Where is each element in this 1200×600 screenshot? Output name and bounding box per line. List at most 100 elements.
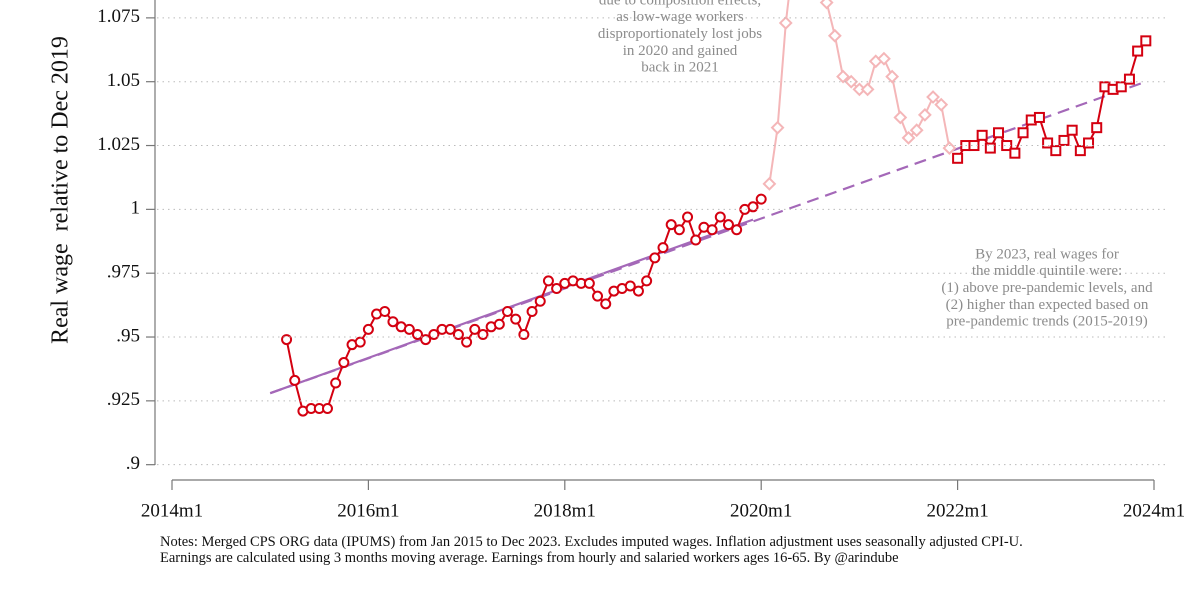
marker bbox=[444, 323, 456, 335]
marker bbox=[952, 152, 964, 164]
marker bbox=[968, 140, 980, 152]
marker bbox=[1091, 122, 1103, 134]
marker bbox=[469, 323, 481, 335]
marker bbox=[624, 280, 636, 292]
marker bbox=[1009, 147, 1021, 159]
marker bbox=[1123, 73, 1135, 85]
annotation: disproportionately lost jobs bbox=[598, 26, 762, 42]
y-tick-label: .9 bbox=[126, 453, 140, 474]
marker bbox=[632, 285, 644, 297]
y-tick-label: 1 bbox=[131, 198, 141, 219]
marker bbox=[682, 211, 694, 223]
marker bbox=[665, 219, 677, 231]
marker bbox=[706, 224, 718, 236]
marker bbox=[542, 275, 554, 287]
y-tick-label: .95 bbox=[116, 325, 140, 346]
marker bbox=[942, 141, 957, 155]
annotation: as low-wage workers bbox=[616, 9, 744, 25]
marker bbox=[1083, 137, 1095, 149]
marker bbox=[412, 328, 423, 340]
marker bbox=[934, 97, 949, 112]
marker bbox=[649, 252, 661, 264]
marker bbox=[502, 305, 514, 317]
marker bbox=[1050, 145, 1062, 157]
marker bbox=[827, 28, 842, 43]
note: Notes: Merged CPS ORG data (IPUMS) from … bbox=[160, 534, 1023, 550]
marker bbox=[976, 129, 988, 141]
marker bbox=[778, 16, 793, 30]
marker bbox=[747, 201, 759, 213]
marker bbox=[877, 51, 891, 66]
y-tick-label: 1.05 bbox=[107, 70, 140, 91]
marker bbox=[917, 107, 932, 122]
x-tick-label: 2024m1 bbox=[1123, 500, 1185, 521]
y-tick-label: .925 bbox=[107, 389, 140, 410]
y-tick-label: 1.025 bbox=[97, 134, 140, 155]
marker bbox=[673, 224, 685, 236]
y-axis-title: Real wage relative to Dec 2019 bbox=[48, 36, 74, 344]
marker bbox=[534, 295, 546, 307]
annotation: back in 2021 bbox=[641, 60, 718, 76]
marker bbox=[452, 328, 464, 340]
marker bbox=[770, 120, 785, 135]
x-tick-label: 2018m1 bbox=[534, 500, 596, 521]
marker bbox=[289, 374, 301, 386]
marker bbox=[860, 82, 875, 97]
marker bbox=[379, 305, 391, 317]
marker bbox=[387, 316, 399, 328]
marker bbox=[755, 193, 767, 205]
marker bbox=[281, 334, 293, 346]
x-tick-label: 2014m1 bbox=[141, 500, 203, 521]
marker bbox=[518, 328, 530, 340]
marker bbox=[592, 290, 604, 302]
marker bbox=[600, 298, 612, 310]
marker bbox=[714, 211, 726, 223]
marker bbox=[926, 90, 940, 104]
marker bbox=[984, 142, 996, 154]
marker bbox=[657, 242, 669, 254]
x-tick-label: 2016m1 bbox=[337, 500, 399, 521]
marker bbox=[551, 283, 563, 295]
plot-area bbox=[269, 0, 1152, 417]
marker bbox=[403, 323, 415, 335]
marker bbox=[493, 318, 505, 330]
marker bbox=[583, 277, 595, 289]
annotation: pre-pandemic trends (2015-2019) bbox=[946, 314, 1148, 330]
marker bbox=[526, 305, 538, 317]
marker bbox=[1115, 81, 1127, 93]
marker bbox=[690, 234, 702, 246]
marker bbox=[1001, 140, 1013, 152]
marker bbox=[731, 224, 743, 236]
marker bbox=[330, 377, 342, 389]
marker bbox=[1066, 124, 1078, 136]
y-tick-label: 1.075 bbox=[97, 6, 140, 27]
annotation: (2) higher than expected based on bbox=[946, 297, 1149, 313]
marker bbox=[993, 127, 1005, 139]
marker bbox=[641, 275, 653, 287]
marker bbox=[1058, 134, 1070, 146]
marker bbox=[901, 130, 916, 145]
marker bbox=[1132, 45, 1144, 57]
marker bbox=[1033, 111, 1045, 123]
annotation: (1) above pre-pandemic levels, and bbox=[941, 280, 1153, 296]
marker bbox=[338, 357, 350, 369]
marker bbox=[1017, 127, 1029, 139]
marker bbox=[722, 219, 734, 231]
marker bbox=[321, 403, 333, 415]
marker bbox=[909, 123, 924, 138]
marker bbox=[510, 313, 522, 325]
marker bbox=[362, 323, 374, 335]
trend-line bbox=[269, 80, 1147, 395]
marker bbox=[836, 69, 850, 84]
marker bbox=[1140, 35, 1152, 47]
annotation: in 2020 and gained bbox=[623, 43, 738, 59]
y-tick-label: .975 bbox=[107, 262, 140, 283]
annotation: By 2023, real wages for bbox=[975, 246, 1119, 262]
marker bbox=[428, 328, 440, 340]
marker bbox=[885, 69, 900, 84]
marker bbox=[354, 336, 366, 348]
marker bbox=[819, 0, 834, 10]
note: Earnings are calculated using 3 months m… bbox=[160, 550, 899, 566]
marker bbox=[893, 110, 908, 125]
